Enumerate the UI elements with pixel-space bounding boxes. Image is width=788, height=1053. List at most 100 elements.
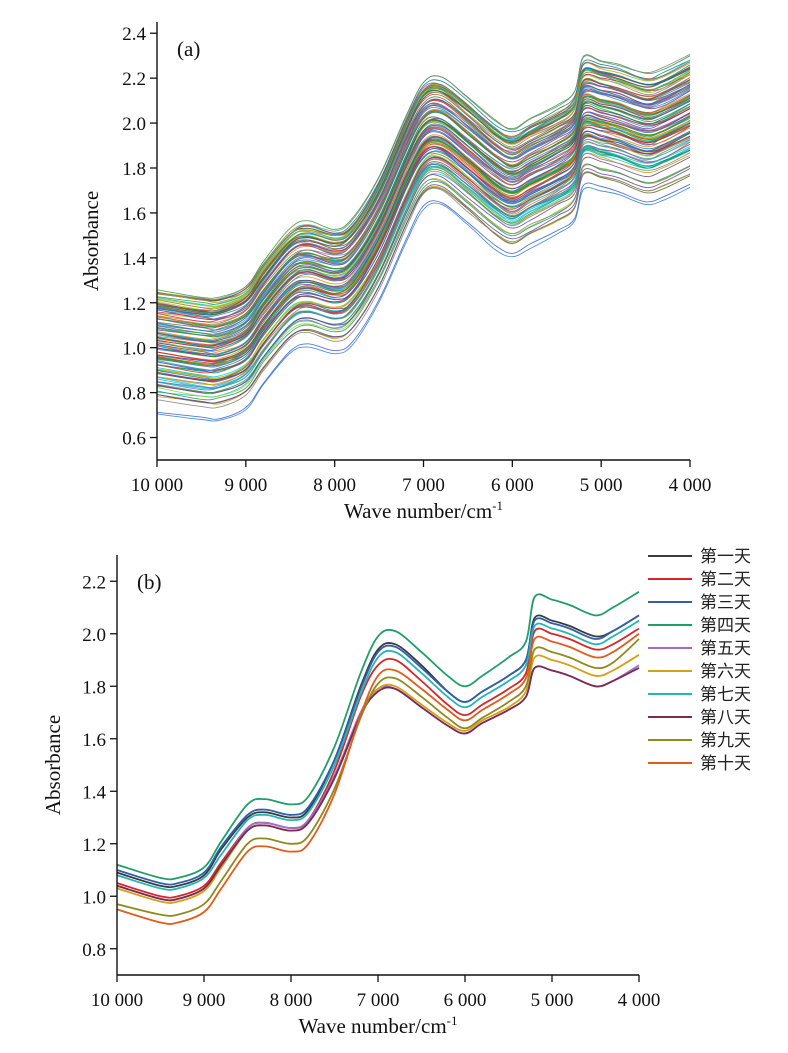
chart-b-series-group bbox=[116, 591, 640, 925]
x-tick-label: 4 000 bbox=[618, 990, 661, 1011]
chart-b-x-axis-label-sup: -1 bbox=[447, 1013, 458, 1028]
chart-a-series-line bbox=[156, 143, 691, 383]
chart-a-y-axis-label: Absorbance bbox=[79, 191, 103, 291]
chart-a-ticks: 10 000 9 000 8 000 7 000 6 000 5 000 4 000 0.6 0… bbox=[122, 24, 711, 496]
chart-a-series-line bbox=[156, 172, 691, 404]
chart-a-series-line bbox=[156, 147, 691, 380]
chart-a-series-line bbox=[156, 152, 691, 386]
chart-b-series-line bbox=[116, 638, 640, 917]
y-tick-label: 2.0 bbox=[82, 625, 106, 646]
chart-a-x-axis-label-sup: -1 bbox=[492, 498, 503, 513]
chart-a-series-line bbox=[156, 77, 691, 323]
x-tick-label: 5 000 bbox=[531, 990, 574, 1011]
chart-a-series-line bbox=[156, 164, 691, 398]
chart-a-series-line bbox=[156, 107, 691, 356]
x-tick-label: 9 000 bbox=[183, 990, 226, 1011]
chart-b-y-axis-label: Absorbance bbox=[41, 715, 65, 815]
chart-a-series-line bbox=[156, 84, 691, 333]
y-tick-label: 1.2 bbox=[82, 835, 106, 856]
y-tick-label: 0.6 bbox=[122, 429, 146, 450]
chart-b-series-line bbox=[116, 654, 640, 904]
chart-a-series-line bbox=[156, 103, 691, 338]
chart-b-series-line bbox=[116, 614, 640, 889]
x-tick-label: 10 000 bbox=[91, 990, 143, 1011]
x-tick-label: 4 000 bbox=[669, 475, 712, 496]
y-tick-label: 1.6 bbox=[82, 730, 106, 751]
legend-item-label: 第八天 bbox=[700, 708, 751, 728]
y-tick-label: 2.2 bbox=[122, 69, 146, 90]
chart-b-series-line bbox=[116, 614, 640, 886]
chart-a-series-line bbox=[156, 94, 691, 341]
chart-a-series-line bbox=[156, 62, 691, 309]
chart-a-series-line bbox=[156, 95, 691, 328]
y-tick-label: 1.4 bbox=[82, 782, 106, 803]
chart-b-series-line bbox=[116, 664, 640, 902]
x-tick-label: 7 000 bbox=[402, 475, 445, 496]
chart-a-series-line bbox=[156, 61, 691, 312]
x-tick-label: 10 000 bbox=[131, 475, 183, 496]
x-tick-label: 8 000 bbox=[313, 475, 356, 496]
chart-a-series-line bbox=[156, 118, 691, 353]
legend-item-label: 第四天 bbox=[700, 616, 751, 636]
chart-a-series-line bbox=[156, 135, 691, 382]
chart-a-series-line bbox=[156, 71, 691, 301]
chart-a-series-line bbox=[156, 82, 691, 318]
y-tick-label: 2.0 bbox=[122, 114, 146, 135]
chart-b-series-line bbox=[116, 619, 640, 891]
x-tick-label: 5 000 bbox=[580, 475, 623, 496]
y-tick-label: 0.8 bbox=[122, 384, 146, 405]
y-tick-label: 2.2 bbox=[82, 572, 106, 593]
chart-a-series-line bbox=[156, 136, 691, 380]
chart-a-series-line bbox=[156, 69, 691, 306]
chart-a-series-line bbox=[156, 116, 691, 365]
chart-a-series-line bbox=[156, 97, 691, 348]
chart-a-series-line bbox=[156, 96, 691, 327]
chart-panel-b: 10 000 9 000 8 000 7 000 6 000 5 000 4 000 0.8 1… bbox=[41, 547, 751, 1038]
chart-b-panel-label: (b) bbox=[137, 570, 162, 594]
chart-a-series-group bbox=[156, 53, 691, 422]
y-tick-label: 1.8 bbox=[82, 677, 106, 698]
legend-item-label: 第五天 bbox=[700, 639, 751, 659]
chart-b-x-axis-label: Wave number/cm-1 bbox=[298, 1013, 457, 1038]
x-tick-label: 6 000 bbox=[491, 475, 534, 496]
x-tick-label: 7 000 bbox=[357, 990, 400, 1011]
chart-a-series-line bbox=[156, 168, 691, 404]
legend-item-label: 第七天 bbox=[700, 685, 751, 705]
legend-item-label: 第九天 bbox=[700, 731, 751, 751]
y-tick-label: 1.8 bbox=[122, 159, 146, 180]
chart-a-series-line bbox=[156, 86, 691, 326]
chart-a-series-line bbox=[156, 78, 691, 315]
x-tick-label: 8 000 bbox=[270, 990, 313, 1011]
legend-item-label: 第十天 bbox=[700, 754, 751, 774]
chart-a-series-line bbox=[156, 136, 691, 386]
x-tick-label: 6 000 bbox=[444, 990, 487, 1011]
chart-a-series-line bbox=[156, 103, 691, 347]
chart-a-series-line bbox=[156, 146, 691, 381]
chart-b-series-line bbox=[116, 665, 640, 902]
chart-b-series-line bbox=[116, 627, 640, 899]
chart-a-series-line bbox=[156, 53, 691, 301]
chart-a-series-line bbox=[156, 112, 691, 363]
legend-item-label: 第一天 bbox=[700, 547, 751, 567]
chart-a-series-line bbox=[156, 182, 691, 420]
chart-a-x-axis-label: Wave number/cm-1 bbox=[344, 498, 503, 523]
y-tick-label: 0.8 bbox=[82, 940, 106, 961]
chart-a-series-line bbox=[156, 186, 691, 422]
chart-a-series-line bbox=[156, 99, 691, 342]
chart-a-series-line bbox=[156, 64, 691, 316]
chart-a-series-line bbox=[156, 163, 691, 401]
chart-b-ticks: 10 000 9 000 8 000 7 000 6 000 5 000 4 000 0.8 1… bbox=[82, 572, 660, 1011]
y-tick-label: 1.2 bbox=[122, 294, 146, 315]
chart-a-series-line bbox=[156, 139, 691, 389]
chart-b-series-line bbox=[116, 591, 640, 881]
chart-panel-a: 10 000 9 000 8 000 7 000 6 000 5 000 4 000 0.6 0… bbox=[79, 22, 711, 523]
legend-item-label: 第三天 bbox=[700, 593, 751, 613]
legend-item-label: 第六天 bbox=[700, 662, 751, 682]
y-tick-label: 1.6 bbox=[122, 204, 146, 225]
chart-a-series-line bbox=[156, 171, 691, 405]
x-tick-label: 9 000 bbox=[224, 475, 267, 496]
chart-a-panel-label: (a) bbox=[177, 37, 200, 61]
chart-b-series-line bbox=[116, 633, 640, 925]
